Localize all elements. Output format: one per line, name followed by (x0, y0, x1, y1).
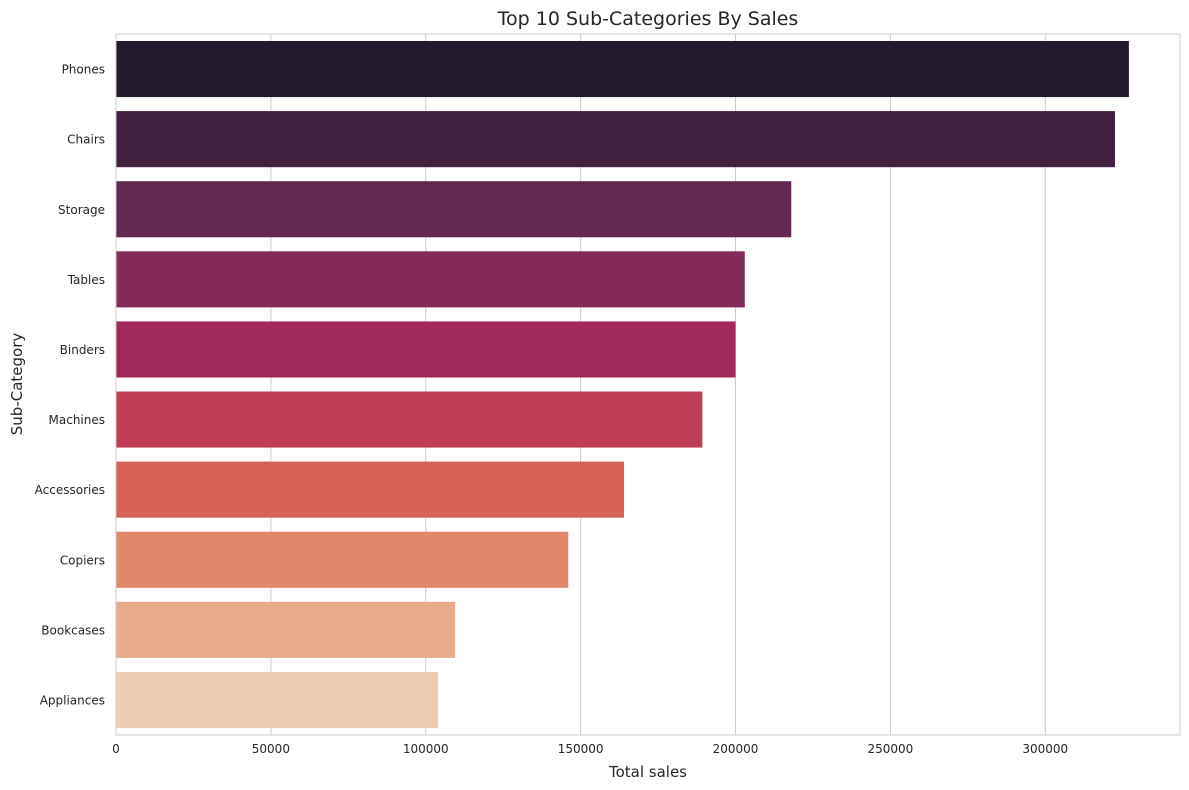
y-tick-labels: Phones Chairs Storage Tables Binders Machines… (35, 63, 105, 708)
bar-chairs (116, 111, 1115, 168)
x-tick-label: 100000 (403, 742, 449, 756)
x-axis-title: Total sales (608, 763, 687, 781)
y-tick-label-phones: Phones (62, 63, 105, 77)
y-axis-title: Sub-Category (8, 333, 26, 436)
y-tick-label-binders: Binders (60, 343, 105, 357)
bar-phones (116, 41, 1129, 98)
y-tick-label-storage: Storage (58, 203, 105, 217)
x-tick-label: 50000 (252, 742, 290, 756)
chart-title: Top 10 Sub-Categories By Sales (497, 8, 799, 30)
x-tick-label: 150000 (558, 742, 604, 756)
bar-binders (116, 321, 736, 378)
bar-tables (116, 251, 745, 308)
x-tick-label: 0 (112, 742, 120, 756)
x-tick-labels: 0 50000 100000 150000 200000 250000 300000 (112, 742, 1068, 756)
bar-appliances (116, 671, 439, 728)
bar-copiers (116, 531, 569, 588)
y-tick-label-bookcases: Bookcases (41, 623, 105, 637)
bar-bookcases (116, 601, 456, 658)
y-tick-label-chairs: Chairs (67, 133, 105, 147)
x-tick-label: 200000 (713, 742, 759, 756)
y-tick-label-copiers: Copiers (60, 553, 105, 567)
bar-accessories (116, 461, 624, 518)
plot-frame (115, 33, 1181, 736)
y-tick-label-machines: Machines (49, 413, 105, 427)
bar-machines (116, 391, 703, 448)
y-tick-label-appliances: Appliances (40, 693, 105, 707)
x-tick-label: 300000 (1022, 742, 1068, 756)
bar-storage (116, 181, 792, 238)
y-tick-label-tables: Tables (67, 273, 105, 287)
x-tick-label: 250000 (867, 742, 913, 756)
bars (116, 41, 1129, 728)
y-tick-label-accessories: Accessories (35, 483, 105, 497)
